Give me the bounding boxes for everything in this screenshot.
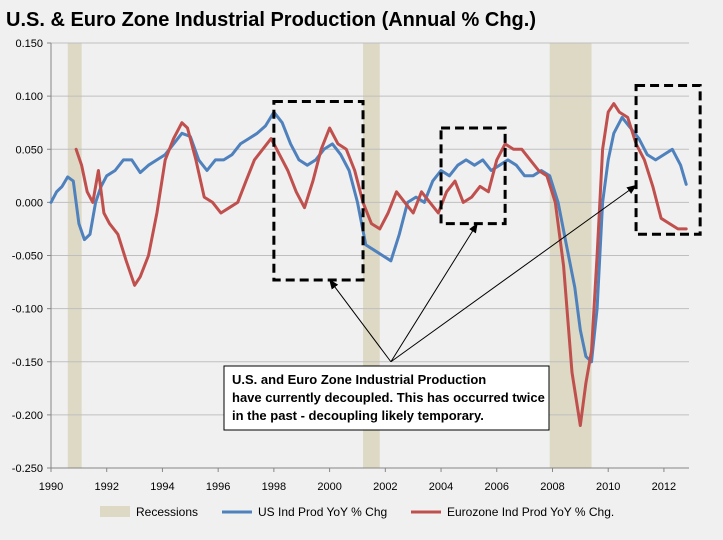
y-tick-label: 0.150 [15,38,43,50]
x-tick-label: 1998 [262,481,286,493]
y-tick-label: -0.150 [12,357,43,369]
x-tick-label: 1990 [39,481,63,493]
highlight-boxes [272,84,702,282]
x-tick-label: 2004 [429,481,453,493]
us-ind-prod-line [49,110,688,364]
x-tick-label: 2008 [540,481,564,493]
annotation-box [223,365,550,431]
legend-label-us: US Ind Prod YoY % Chg [258,505,387,519]
annotation-text: U.S. and Euro Zone Industrial Production [232,372,486,387]
x-tick-label: 1992 [94,481,118,493]
x-tick-label: 2002 [373,481,397,493]
chart-title: U.S. & Euro Zone Industrial Production (… [6,9,536,31]
x-tick-label: 2012 [652,481,676,493]
highlight-box [634,84,702,236]
legend: Recessions US Ind Prod YoY % Chg Eurozone … [100,505,614,519]
annotation-arrow [390,184,637,363]
x-tick-label: 2006 [485,481,509,493]
y-tick-label: 0.100 [15,91,43,103]
x-tick-label: 1994 [150,481,174,493]
y-tick-label: 0.050 [15,144,43,156]
annotation-text: in the past - decoupling likely temporar… [232,408,484,423]
axes: 0.150 0.100 0.050 0.000 -0.050 -0.100 -0.150 -0… [12,38,689,493]
x-tick-label: 1996 [206,481,230,493]
annotation: U.S. and Euro Zone Industrial Production… [223,184,637,431]
annotation-arrow [329,279,392,363]
highlight-box [439,126,507,226]
legend-swatch-recessions [100,506,130,517]
y-tick-label: -0.100 [12,304,43,316]
annotation-text: have currently decoupled. This has occur… [232,390,545,405]
y-tick-label: 0.000 [15,197,43,209]
legend-label-eurozone: Eurozone Ind Prod YoY % Chg. [447,505,614,519]
eurozone-ind-prod-line [74,102,688,427]
y-tick-label: -0.250 [12,463,43,475]
highlight-box [272,99,365,282]
annotation-arrow [390,222,478,363]
series-lines [49,102,688,427]
legend-label-recessions: Recessions [136,505,198,519]
x-tick-label: 2010 [596,481,620,493]
y-tick-label: -0.050 [12,251,43,263]
x-tick-label: 2000 [317,481,341,493]
y-tick-label: -0.200 [12,410,43,422]
